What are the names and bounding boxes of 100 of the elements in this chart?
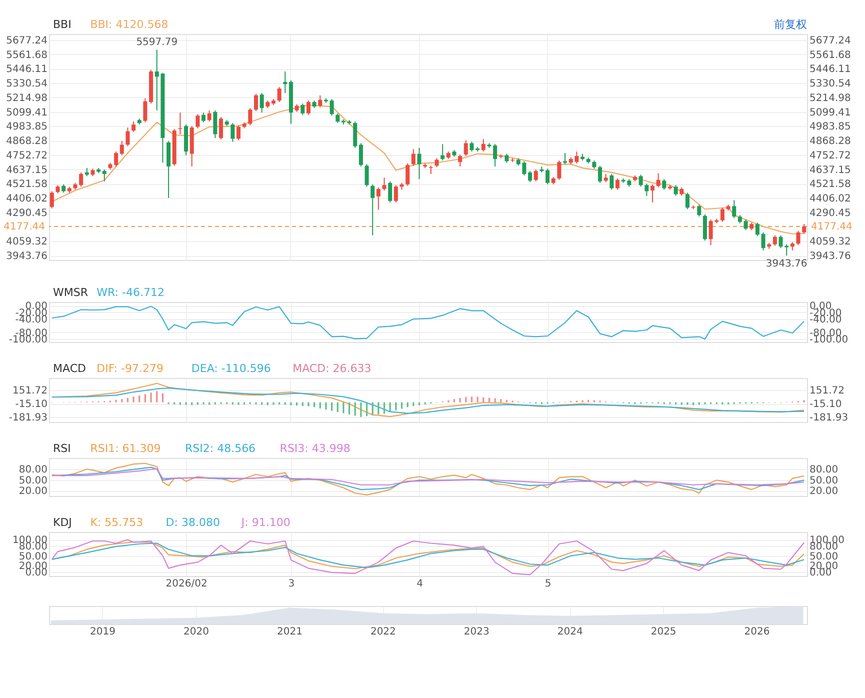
candlestick <box>662 178 666 190</box>
x-tick-label: 2019 <box>90 626 116 638</box>
text: 4177.44 <box>811 221 852 232</box>
candlestick <box>330 98 334 116</box>
y-tick-label: 5677.24 <box>6 35 48 46</box>
candlestick <box>610 173 614 190</box>
candlestick <box>720 207 724 222</box>
x-tick-label: 2026 <box>744 626 770 638</box>
candlestick <box>394 184 398 203</box>
y-tick-label: 5214.98 <box>6 92 48 104</box>
candlestick <box>406 162 410 186</box>
candlestick <box>796 230 800 246</box>
y-tick-label: -15.10 <box>15 399 48 410</box>
line-series <box>51 104 805 234</box>
y-tick-label: 4521.58 <box>6 179 48 190</box>
candlestick <box>213 110 218 138</box>
y-tick-label: -40.00 <box>15 314 48 326</box>
series-label: RSI3: 43.998 <box>280 442 350 455</box>
x-tick-label: 3 <box>288 578 295 590</box>
y2-tick-label: 4868.28 <box>810 136 851 148</box>
x-tick-label: 2025 <box>650 626 676 638</box>
y-tick-label: 80.00 <box>18 464 48 476</box>
candlestick <box>417 147 422 180</box>
y-tick-label: 50.00 <box>18 551 48 562</box>
candlestick <box>464 140 468 157</box>
series-label: DEA: -110.596 <box>191 362 271 375</box>
candlestick <box>470 141 474 152</box>
candlestick <box>196 114 200 129</box>
y2-tick-label: -15.10 <box>810 399 842 410</box>
y2-tick-label: 4406.02 <box>810 194 851 205</box>
y-tick-label: 4637.15 <box>6 164 48 176</box>
candlestick <box>79 172 84 188</box>
candlestick <box>616 178 620 190</box>
candlestick <box>306 100 310 116</box>
y2-tick-label: 5677.24 <box>810 35 851 46</box>
candlestick <box>772 234 777 246</box>
candlestick <box>656 172 660 188</box>
y2-tick-label: 5330.54 <box>810 78 851 90</box>
candlestick <box>230 122 235 142</box>
candlestick <box>102 168 106 182</box>
candlestick <box>744 219 748 231</box>
line-series <box>51 306 805 340</box>
candlestick <box>300 103 305 116</box>
candlestick <box>685 192 690 210</box>
series-label: J: 91.100 <box>240 516 290 529</box>
chart-title: KDJ <box>53 516 72 529</box>
candlestick <box>277 86 282 103</box>
series-label: RSI1: 61.309 <box>90 442 161 455</box>
y-tick-label: -181.93 <box>8 412 48 424</box>
x-tick-label: 2020 <box>184 626 209 638</box>
y2-tick-label: 50.00 <box>810 475 838 486</box>
y-tick-label: 20.00 <box>18 486 48 498</box>
y2-tick-label: 5446.11 <box>810 64 851 76</box>
candlestick <box>411 148 416 166</box>
annotation: 3943.76 <box>766 258 808 270</box>
candlestick <box>493 143 498 167</box>
chart-title: RSI <box>53 442 71 455</box>
candlestick <box>376 186 380 210</box>
annotation: 5597.79 <box>136 36 178 48</box>
series-label: D: 38.080 <box>166 516 220 529</box>
series-label: WR: -46.712 <box>96 286 164 299</box>
y-tick-label: 3943.76 <box>6 251 48 262</box>
candlestick <box>638 174 643 188</box>
y-tick-label: 5561.68 <box>6 50 48 61</box>
y2-tick-label: 20.00 <box>810 486 838 498</box>
y2-tick-label: 5214.98 <box>810 92 851 104</box>
y2-tick-label: -181.93 <box>810 412 848 424</box>
candlestick <box>318 94 322 108</box>
x-tick-label: 4 <box>416 578 423 590</box>
y-tick-label: 5446.11 <box>6 64 48 76</box>
y-tick-label: 50.00 <box>18 475 48 486</box>
y2-tick-label: 5099.41 <box>810 107 851 118</box>
y-tick-label: 4290.45 <box>6 208 48 219</box>
y2-tick-label: 4752.72 <box>810 150 851 162</box>
line-series <box>51 462 805 496</box>
y-tick-label: -100.00 <box>8 334 48 346</box>
candlestick <box>802 224 806 234</box>
candlestick <box>534 168 538 182</box>
candlestick <box>598 165 602 184</box>
y-tick-label: 5099.41 <box>6 107 48 118</box>
y2-tick-label: 4290.45 <box>810 208 851 219</box>
line-series <box>51 388 805 414</box>
candlestick <box>382 177 386 191</box>
candlestick <box>388 180 392 203</box>
candlestick <box>370 184 375 236</box>
candlestick <box>143 98 148 123</box>
y2-tick-label: 4637.15 <box>810 164 851 176</box>
x-tick-label: 2022 <box>370 626 396 638</box>
line-series <box>51 468 805 486</box>
line-series <box>51 539 805 576</box>
x-tick-label: 2024 <box>557 626 583 638</box>
text: 前复权 <box>774 18 807 31</box>
series-label: K: 55.753 <box>90 516 144 529</box>
y-tick-label: 4059.32 <box>6 236 48 248</box>
candlestick <box>364 164 369 188</box>
candlestick <box>761 232 766 251</box>
candlestick <box>528 170 532 183</box>
y-tick-label: 5330.54 <box>6 78 48 90</box>
y-tick-label: 4752.72 <box>6 150 48 162</box>
candlestick <box>236 124 240 141</box>
